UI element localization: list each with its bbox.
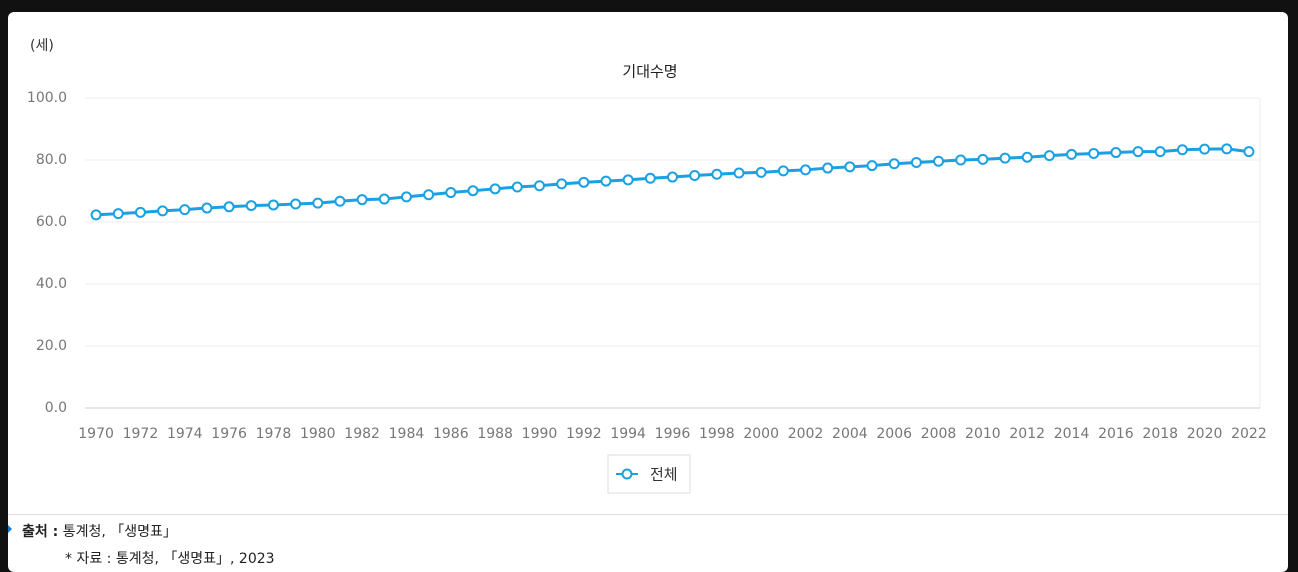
data-point — [644, 172, 656, 184]
x-tick-label: 2018 — [1142, 426, 1178, 442]
data-point — [600, 175, 612, 187]
data-point — [622, 174, 634, 186]
source-note: * 자료 : 통계청, 「생명표」, 2023 — [65, 551, 275, 567]
data-point — [999, 152, 1011, 164]
data-point — [112, 208, 124, 220]
data-point — [157, 205, 169, 217]
x-tick-label: 1974 — [167, 426, 203, 442]
data-point — [755, 166, 767, 178]
data-point — [445, 187, 457, 199]
data-point — [1199, 143, 1211, 155]
y-tick-label: 40.0 — [36, 276, 67, 292]
source-line: 출처 : 통계청, 「생명표」 — [22, 521, 177, 541]
x-tick-label: 1990 — [522, 426, 558, 442]
legend-label: 전체 — [650, 466, 678, 484]
data-point — [711, 168, 723, 180]
data-point — [1132, 146, 1144, 158]
y-tick-label: 20.0 — [36, 338, 67, 354]
y-tick-label: 60.0 — [36, 214, 67, 230]
data-point — [90, 209, 102, 221]
y-tick-label: 80.0 — [36, 152, 67, 168]
chart: (세) 기대수명 0.0 20.0 40.0 60.0 80.0 100.0 1970 197… — [27, 38, 1267, 494]
data-point — [1110, 147, 1122, 159]
data-point — [822, 162, 834, 174]
data-point — [179, 204, 191, 216]
x-tick-label: 2000 — [743, 426, 779, 442]
data-point — [1066, 148, 1078, 160]
x-tick-label: 1976 — [211, 426, 247, 442]
data-point — [910, 156, 922, 168]
data-point — [689, 170, 701, 181]
legend-marker — [621, 468, 633, 480]
x-tick-label: 2020 — [1187, 426, 1223, 442]
x-tick-label: 1986 — [433, 426, 469, 442]
x-tick-label: 2014 — [1054, 426, 1090, 442]
data-point — [888, 158, 900, 170]
data-point — [356, 194, 368, 206]
data-point — [511, 181, 523, 193]
x-tick-label: 1972 — [123, 426, 159, 442]
x-tick-label: 1996 — [655, 426, 691, 442]
x-tick-label: 2022 — [1231, 426, 1267, 442]
source-text: 통계청, 「생명표」 — [62, 524, 177, 540]
data-point — [578, 176, 590, 188]
y-unit: (세) — [30, 38, 54, 54]
data-point — [977, 153, 989, 165]
x-tick-label: 2016 — [1098, 426, 1134, 442]
x-tick-label: 2002 — [788, 426, 824, 442]
data-point — [533, 180, 545, 192]
x-tick-label: 2008 — [921, 426, 957, 442]
data-point — [378, 193, 390, 205]
data-point — [134, 206, 146, 218]
data-point — [334, 195, 346, 207]
x-tick-label: 1988 — [477, 426, 513, 442]
data-point — [467, 185, 479, 197]
data-point — [1154, 146, 1166, 158]
x-tick-label: 1978 — [256, 426, 292, 442]
x-tick-label: 2012 — [1009, 426, 1045, 442]
data-point — [866, 160, 878, 172]
x-tick-label: 1994 — [610, 426, 646, 442]
x-tick-label: 1980 — [300, 426, 336, 442]
data-point — [290, 198, 302, 210]
source: 출처 : 통계청, 「생명표」 * 자료 : 통계청, 「생명표」, 2023 — [8, 514, 1288, 567]
y-tick-label: 0.0 — [45, 400, 67, 416]
data-point — [400, 191, 412, 203]
y-tick-label: 100.0 — [27, 90, 67, 106]
data-point — [267, 199, 279, 211]
x-tick-label: 1992 — [566, 426, 602, 442]
data-point — [1221, 143, 1233, 155]
data-point — [201, 202, 213, 214]
x-tick-label: 1984 — [389, 426, 425, 442]
chart-frame: (세) 기대수명 0.0 20.0 40.0 60.0 80.0 100.0 1970 197… — [8, 12, 1288, 572]
data-point — [312, 197, 324, 209]
source-label: 출처 : — [22, 524, 59, 540]
data-point — [423, 189, 435, 201]
data-point — [1043, 150, 1055, 162]
data-point — [1243, 146, 1255, 158]
data-point — [223, 201, 235, 213]
x-tick-label: 1982 — [344, 426, 380, 442]
data-point — [955, 154, 967, 166]
data-point — [844, 161, 856, 173]
data-point — [667, 171, 678, 183]
data-point — [556, 178, 568, 190]
data-point — [1088, 147, 1100, 159]
data-point — [245, 200, 257, 212]
data-point — [733, 167, 745, 179]
x-tick-label: 1998 — [699, 426, 735, 442]
bullet — [8, 525, 12, 533]
x-tick-label: 2004 — [832, 426, 868, 442]
x-tick-label: 2006 — [876, 426, 912, 442]
x-tick-label: 2010 — [965, 426, 1001, 442]
data-point — [1021, 151, 1033, 163]
x-tick-label: 1970 — [78, 426, 114, 442]
chart-title: 기대수명 — [622, 63, 677, 81]
data-point — [1176, 144, 1188, 156]
data-point — [489, 183, 501, 195]
data-point — [933, 155, 945, 167]
data-point — [800, 164, 812, 176]
data-point — [777, 165, 789, 177]
